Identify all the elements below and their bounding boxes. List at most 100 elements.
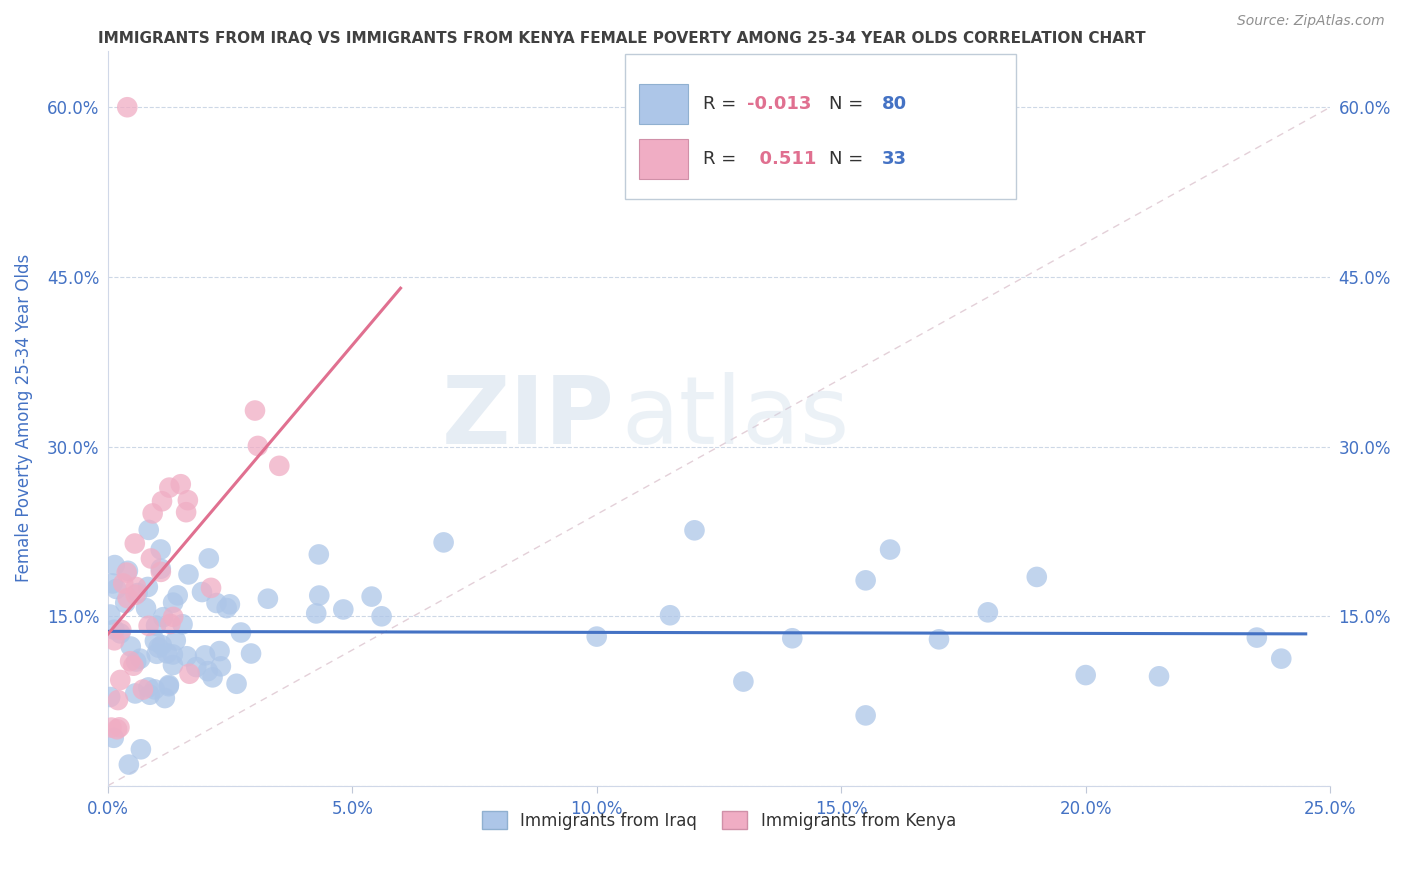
Point <box>200 581 222 595</box>
Point <box>100 721 122 735</box>
Point <box>118 757 141 772</box>
Point <box>117 591 139 606</box>
Point <box>215 601 238 615</box>
Point <box>208 644 231 658</box>
Point <box>659 608 682 623</box>
Point <box>138 619 160 633</box>
Point <box>114 596 136 610</box>
Point <box>107 693 129 707</box>
Point <box>124 588 146 602</box>
Point <box>928 632 950 647</box>
Point <box>156 646 179 660</box>
Point <box>186 660 208 674</box>
Point <box>112 576 135 591</box>
Point <box>194 648 217 663</box>
Point <box>105 723 128 737</box>
Point <box>1246 631 1268 645</box>
Point <box>117 100 139 114</box>
Point <box>129 742 152 756</box>
Point <box>149 542 172 557</box>
Point <box>120 654 142 668</box>
FancyBboxPatch shape <box>640 84 689 124</box>
Point <box>142 507 165 521</box>
Text: IMMIGRANTS FROM IRAQ VS IMMIGRANTS FROM KENYA FEMALE POVERTY AMONG 25-34 YEAR OL: IMMIGRANTS FROM IRAQ VS IMMIGRANTS FROM … <box>98 31 1146 46</box>
Point <box>1147 669 1170 683</box>
Point <box>153 691 176 706</box>
Point <box>360 590 382 604</box>
FancyBboxPatch shape <box>640 139 689 179</box>
Point <box>143 633 166 648</box>
Point <box>174 505 197 519</box>
Point <box>246 439 269 453</box>
Point <box>122 658 145 673</box>
Point <box>1025 570 1047 584</box>
Y-axis label: Female Poverty Among 25-34 Year Olds: Female Poverty Among 25-34 Year Olds <box>15 254 32 582</box>
Point <box>162 658 184 673</box>
Point <box>129 651 152 665</box>
Point <box>1074 668 1097 682</box>
Text: ZIP: ZIP <box>441 372 614 464</box>
Point <box>166 588 188 602</box>
Point <box>124 536 146 550</box>
Point <box>138 523 160 537</box>
Text: atlas: atlas <box>621 372 849 464</box>
Point <box>855 708 877 723</box>
Point <box>148 640 170 655</box>
Text: R =: R = <box>703 95 742 113</box>
Point <box>104 558 127 572</box>
Point <box>308 548 330 562</box>
Point <box>149 565 172 579</box>
Point <box>243 403 266 417</box>
FancyBboxPatch shape <box>624 54 1017 199</box>
Point <box>150 638 173 652</box>
Point <box>150 494 173 508</box>
Text: 0.511: 0.511 <box>747 150 817 168</box>
Point <box>108 720 131 734</box>
Point <box>125 655 148 669</box>
Point <box>177 567 200 582</box>
Point <box>782 632 804 646</box>
Point <box>105 582 128 596</box>
Point <box>110 626 132 640</box>
Point <box>139 551 162 566</box>
Point <box>162 610 184 624</box>
Point <box>149 562 172 576</box>
Point <box>855 574 877 588</box>
Point <box>162 596 184 610</box>
Point <box>127 586 149 600</box>
Point <box>219 597 242 611</box>
Point <box>179 666 201 681</box>
Point <box>103 731 125 745</box>
Point <box>136 580 159 594</box>
Point <box>139 688 162 702</box>
Point <box>177 493 200 508</box>
Point <box>110 673 132 687</box>
Point <box>269 458 291 473</box>
Point <box>125 580 148 594</box>
Text: N =: N = <box>830 95 869 113</box>
Point <box>370 609 392 624</box>
Point <box>165 633 187 648</box>
Point <box>1270 651 1292 665</box>
Point <box>733 674 755 689</box>
Point <box>585 630 607 644</box>
Point <box>433 535 456 549</box>
Point <box>117 564 139 578</box>
Point <box>257 591 280 606</box>
Point <box>120 640 142 654</box>
Point <box>157 679 180 693</box>
Point <box>170 477 193 491</box>
Point <box>135 601 157 615</box>
Point <box>145 647 167 661</box>
Point <box>201 670 224 684</box>
Text: 33: 33 <box>882 150 907 168</box>
Point <box>157 678 180 692</box>
Point <box>240 647 263 661</box>
Point <box>977 605 1000 619</box>
Point <box>162 648 184 662</box>
Point <box>305 607 328 621</box>
Point <box>205 596 228 610</box>
Point <box>197 664 219 678</box>
Point <box>879 542 901 557</box>
Point <box>172 617 194 632</box>
